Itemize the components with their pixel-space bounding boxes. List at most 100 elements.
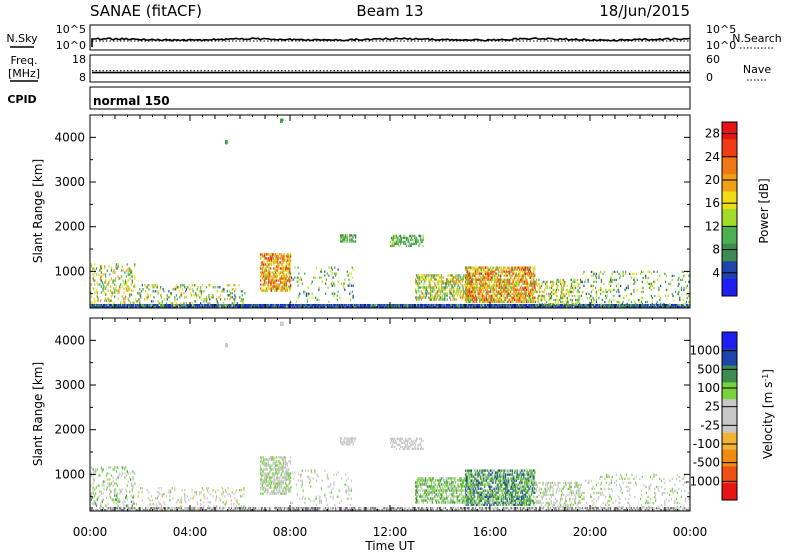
data-cell xyxy=(123,281,124,283)
data-cell xyxy=(525,266,526,268)
data-cell xyxy=(144,298,145,300)
data-cell xyxy=(616,301,617,303)
data-cell xyxy=(98,298,99,300)
data-cell xyxy=(541,299,542,301)
data-cell xyxy=(484,297,485,299)
cpid-value: normal 150 xyxy=(93,94,170,108)
data-cell xyxy=(325,283,326,285)
data-cell xyxy=(672,293,673,295)
data-cell xyxy=(538,304,539,306)
data-cell xyxy=(457,286,458,288)
data-cell xyxy=(509,299,510,301)
data-cell xyxy=(129,295,130,297)
data-cell xyxy=(472,279,473,281)
data-cell xyxy=(575,299,576,301)
data-cell xyxy=(193,507,194,509)
data-cell xyxy=(686,301,687,303)
data-cell xyxy=(516,272,517,274)
data-cell xyxy=(439,288,440,290)
data-cell xyxy=(343,507,344,509)
data-cell xyxy=(127,289,128,291)
data-cell xyxy=(593,299,594,301)
data-cell xyxy=(496,289,497,291)
data-cell xyxy=(608,301,609,303)
data-cell xyxy=(533,283,534,285)
data-cell xyxy=(126,287,127,289)
data-cell xyxy=(105,287,106,289)
data-cell xyxy=(605,289,606,291)
data-cell xyxy=(452,294,453,296)
data-cell xyxy=(166,302,167,304)
data-cell xyxy=(520,507,521,509)
data-cell xyxy=(282,507,283,509)
data-cell xyxy=(353,240,354,242)
data-cell xyxy=(290,279,291,281)
data-cell xyxy=(124,271,125,273)
data-cell xyxy=(443,507,444,509)
data-cell xyxy=(100,507,101,509)
data-cell xyxy=(242,294,243,296)
data-cell xyxy=(286,273,287,275)
data-cell xyxy=(537,285,538,287)
data-cell xyxy=(153,300,154,302)
data-cell xyxy=(509,272,510,274)
data-cell xyxy=(458,282,459,284)
data-cell xyxy=(603,283,604,285)
data-cell xyxy=(420,239,421,241)
data-cell xyxy=(301,279,302,281)
data-cell xyxy=(598,275,599,277)
data-cell xyxy=(537,283,538,285)
data-cell xyxy=(107,304,108,306)
data-cell xyxy=(122,265,123,267)
data-cell xyxy=(448,274,449,276)
data-cell xyxy=(452,274,453,276)
data-cell xyxy=(683,271,684,273)
data-cell xyxy=(593,271,594,273)
data-cell xyxy=(687,297,688,299)
data-cell xyxy=(466,274,467,276)
data-cell xyxy=(514,272,515,274)
data-cell xyxy=(458,276,459,278)
data-cell xyxy=(549,299,550,301)
data-cell xyxy=(439,294,440,296)
data-cell xyxy=(430,507,431,509)
data-cell xyxy=(245,507,246,509)
data-cell xyxy=(181,294,182,296)
data-cell xyxy=(285,279,286,281)
data-cell xyxy=(660,297,661,299)
data-cell xyxy=(454,298,455,300)
data-cell xyxy=(129,273,130,275)
data-cell xyxy=(652,285,653,287)
data-cell xyxy=(429,274,430,276)
data-cell xyxy=(463,284,464,286)
data-cell xyxy=(458,290,459,292)
data-cell xyxy=(283,253,284,255)
data-cell xyxy=(352,291,353,293)
data-cell xyxy=(153,290,154,292)
data-cell xyxy=(445,286,446,288)
data-cell xyxy=(479,304,480,306)
data-cell xyxy=(423,284,424,286)
data-cell xyxy=(573,291,574,293)
data-cell xyxy=(563,303,564,305)
data-cell xyxy=(102,281,103,283)
data-cell xyxy=(261,273,262,275)
data-cell xyxy=(567,299,568,301)
data-cell xyxy=(373,304,374,306)
data-cell xyxy=(413,304,414,306)
data-cell xyxy=(489,285,490,287)
data-cell xyxy=(559,299,560,301)
data-cell xyxy=(491,299,492,301)
data-cell xyxy=(227,140,228,142)
data-cell xyxy=(487,283,488,285)
data-cell xyxy=(91,283,92,285)
data-cell xyxy=(685,281,686,283)
data-cell xyxy=(478,295,479,297)
data-cell xyxy=(607,291,608,293)
data-cell xyxy=(481,281,482,283)
data-cell xyxy=(556,283,557,285)
data-cell xyxy=(506,270,507,272)
data-cell xyxy=(283,289,284,291)
data-cell xyxy=(105,273,106,275)
data-cell xyxy=(545,283,546,285)
